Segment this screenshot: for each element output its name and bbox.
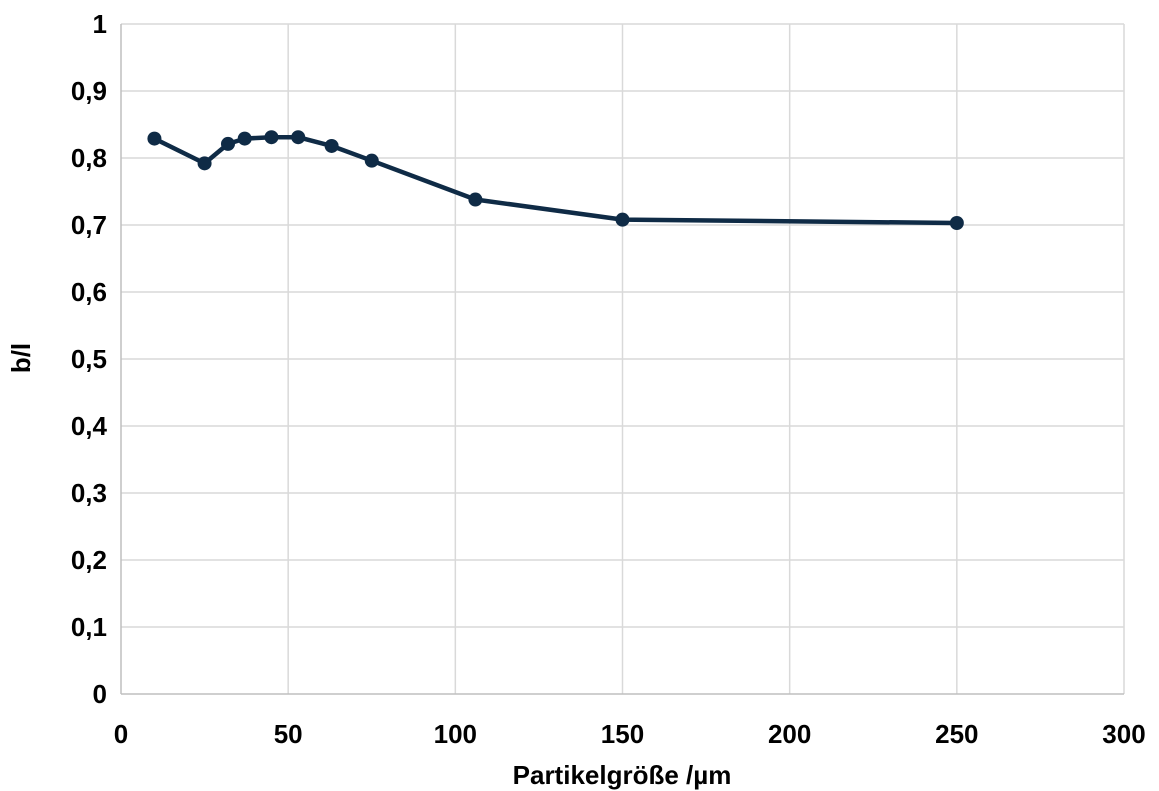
data-point xyxy=(220,136,235,151)
data-point xyxy=(237,131,252,146)
x-tick-label: 100 xyxy=(434,719,477,749)
axes xyxy=(120,24,1124,695)
x-tick-label: 0 xyxy=(114,719,128,749)
y-tick-label: 0,4 xyxy=(71,411,108,441)
data-point xyxy=(324,138,339,153)
data-point xyxy=(291,130,306,145)
y-axis-title: b/l xyxy=(6,343,36,373)
grid xyxy=(121,23,1125,694)
x-tick-label: 200 xyxy=(768,719,811,749)
y-tick-label: 0 xyxy=(93,679,107,709)
y-tick-label: 0,6 xyxy=(71,277,107,307)
series-line xyxy=(152,134,960,226)
y-tick-label: 0,2 xyxy=(71,545,107,575)
y-tick-label: 1 xyxy=(93,9,107,39)
x-axis-title: Partikelgröße /µm xyxy=(513,760,732,790)
x-tick-label: 50 xyxy=(274,719,303,749)
tick-labels: 0 0,1 0,2 0,3 0,4 0,5 0,6 0,7 0,8 0,9 1 0 50 100 150 20… xyxy=(71,9,1146,749)
data-point xyxy=(468,192,483,207)
data-point xyxy=(615,212,630,227)
y-tick-label: 0,5 xyxy=(71,344,107,374)
y-tick-label: 0,1 xyxy=(71,612,107,642)
data-point xyxy=(197,156,212,171)
series-layer xyxy=(147,130,964,230)
data-point xyxy=(949,215,964,230)
x-tick-label: 300 xyxy=(1102,719,1145,749)
y-tick-label: 0,7 xyxy=(71,210,107,240)
y-tick-label: 0,3 xyxy=(71,478,107,508)
data-point xyxy=(147,131,162,146)
y-tick-label: 0,8 xyxy=(71,143,107,173)
data-point xyxy=(364,153,379,168)
x-tick-label: 150 xyxy=(601,719,644,749)
x-tick-label: 250 xyxy=(935,719,978,749)
data-point xyxy=(264,130,279,145)
y-tick-label: 0,9 xyxy=(71,76,107,106)
